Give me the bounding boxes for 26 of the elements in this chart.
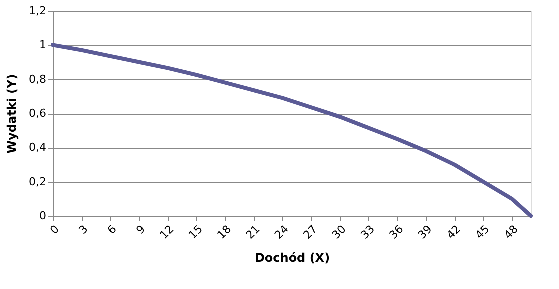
x-tick-label: 21 (244, 222, 263, 242)
x-tick-label: 42 (444, 222, 464, 242)
x-tick-label: 3 (76, 222, 91, 237)
x-tick-label: 12 (158, 222, 177, 242)
y-tick-label: 0,4 (29, 141, 46, 154)
x-tick-label: 45 (473, 222, 492, 242)
x-tick-label: 24 (272, 222, 292, 242)
y-tick-label: 0,2 (29, 175, 46, 188)
y-tick-label: 1,2 (29, 4, 46, 18)
x-tick-label: 48 (502, 222, 521, 242)
line-series (51, 43, 533, 218)
x-tick-label: 15 (186, 222, 206, 242)
x-tick-label: 18 (214, 222, 234, 242)
x-tick-label: 6 (105, 222, 120, 237)
x-tick-label: 39 (416, 222, 435, 242)
x-tick-label: 33 (358, 222, 378, 242)
y-tick-label: 0,8 (29, 72, 46, 86)
y-tick-label: 0,6 (29, 107, 46, 120)
y-axis-title: Wydatki (Y) (5, 74, 20, 154)
x-tick-label: 9 (134, 222, 148, 237)
y-tick-label: 1 (40, 38, 46, 52)
y-tick-label: 0 (40, 210, 46, 222)
x-tick-label: 30 (330, 222, 349, 242)
x-tick-label: 36 (387, 222, 406, 242)
x-tick-label: 27 (301, 222, 320, 242)
x-axis-title: Dochód (X) (254, 251, 330, 266)
